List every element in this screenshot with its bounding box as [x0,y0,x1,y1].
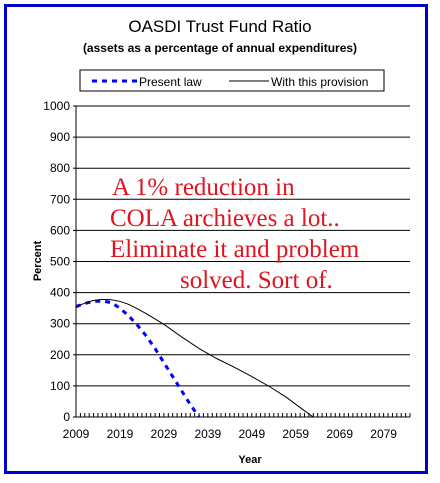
x-tick-labels: 2009 2019 2029 2039 2049 2059 2069 2079 [63,427,398,441]
legend-label-present-law: Present law [139,75,202,89]
y-tick-label: 0 [63,410,70,424]
y-tick-label: 800 [50,161,70,175]
chart-subtitle: (assets as a percentage of annual expend… [83,41,357,55]
y-tick-label: 1000 [43,99,70,113]
annotation-line: COLA archieves a lot.. [110,205,340,232]
x-tick-label: 2069 [326,427,353,441]
y-tick-label: 500 [50,255,70,269]
x-tick-label: 2039 [194,427,221,441]
y-tick-label: 300 [50,317,70,331]
x-axis-label: Year [238,454,262,466]
gridlines [76,105,410,387]
y-tick-label: 400 [50,286,70,300]
y-tick-label: 100 [50,379,70,393]
x-tick-label: 2019 [107,427,134,441]
series-line-present-law [75,299,201,418]
y-tick-labels: 0 100 200 300 400 500 600 700 800 900 1000 [43,99,70,424]
y-tick-label: 600 [50,223,70,237]
y-tick-label: 200 [50,348,70,362]
y-tick-label: 900 [50,130,70,144]
series-lines [75,298,314,418]
legend: Present law With this provision [79,69,385,92]
annotation-line: solved. Sort of. [180,267,333,294]
y-axis-label: Percent [32,240,44,281]
annotation-line: A 1% reduction in [112,174,295,201]
x-tick-label: 2049 [238,427,265,441]
x-tick-label: 2029 [151,427,178,441]
x-tick-label: 2059 [282,427,309,441]
x-tick-label: 2079 [370,427,397,441]
annotation-line: Eliminate it and problem [110,236,360,263]
chart-title: OASDI Trust Fund Ratio [128,17,311,36]
x-tick-label: 2009 [63,427,90,441]
y-tick-label: 700 [50,192,70,206]
legend-label-with-this-provision: With this provision [271,75,368,89]
series-line-with-this-provision [75,298,314,418]
annotation: A 1% reduction in COLA archieves a lot.. E… [110,174,360,294]
